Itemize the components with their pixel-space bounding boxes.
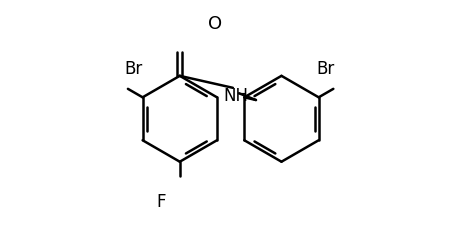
Text: Br: Br: [124, 60, 143, 78]
Text: Br: Br: [316, 60, 335, 78]
Text: NH: NH: [223, 87, 248, 105]
Text: O: O: [208, 15, 223, 33]
Text: F: F: [157, 192, 166, 210]
